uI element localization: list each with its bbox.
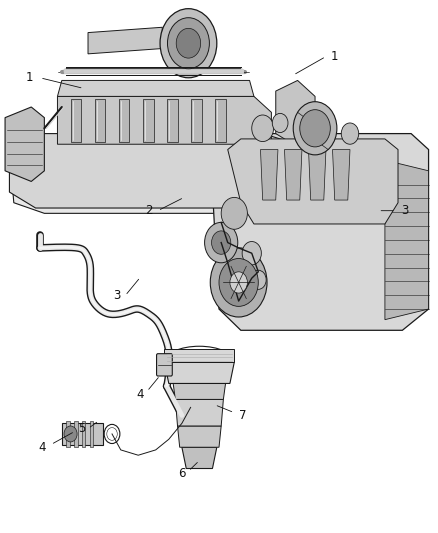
Text: 3: 3 xyxy=(113,289,120,302)
Polygon shape xyxy=(164,362,234,383)
Circle shape xyxy=(210,248,267,317)
Text: 1: 1 xyxy=(25,71,33,84)
Circle shape xyxy=(230,272,247,293)
Polygon shape xyxy=(261,150,278,200)
Polygon shape xyxy=(143,99,153,142)
Text: 4: 4 xyxy=(137,387,144,401)
Circle shape xyxy=(167,18,209,69)
Polygon shape xyxy=(285,150,302,200)
Polygon shape xyxy=(62,423,103,445)
Circle shape xyxy=(293,102,337,155)
Circle shape xyxy=(160,9,217,78)
Circle shape xyxy=(212,231,231,254)
Text: 5: 5 xyxy=(78,422,85,435)
Polygon shape xyxy=(164,349,234,362)
Polygon shape xyxy=(175,399,223,426)
Polygon shape xyxy=(82,421,85,447)
Polygon shape xyxy=(10,134,297,208)
Circle shape xyxy=(221,197,247,229)
Text: 3: 3 xyxy=(401,204,408,217)
Polygon shape xyxy=(191,99,201,142)
Polygon shape xyxy=(10,139,306,213)
Polygon shape xyxy=(166,99,177,142)
Polygon shape xyxy=(57,80,254,96)
Circle shape xyxy=(341,123,359,144)
Circle shape xyxy=(252,115,274,142)
Polygon shape xyxy=(215,99,226,142)
Polygon shape xyxy=(57,96,272,144)
Text: 6: 6 xyxy=(178,467,186,480)
Polygon shape xyxy=(228,139,398,224)
Polygon shape xyxy=(276,80,315,144)
Circle shape xyxy=(242,241,261,265)
Text: 4: 4 xyxy=(39,441,46,454)
Circle shape xyxy=(219,259,258,306)
FancyBboxPatch shape xyxy=(156,354,172,376)
Polygon shape xyxy=(5,107,44,181)
Text: 2: 2 xyxy=(145,204,153,217)
Polygon shape xyxy=(385,160,428,320)
Polygon shape xyxy=(308,150,326,200)
Circle shape xyxy=(272,114,288,133)
Polygon shape xyxy=(74,421,78,447)
Circle shape xyxy=(300,110,330,147)
Polygon shape xyxy=(173,383,226,399)
Polygon shape xyxy=(182,447,217,469)
Polygon shape xyxy=(66,421,70,447)
Polygon shape xyxy=(119,99,130,142)
Text: 7: 7 xyxy=(239,409,247,422)
Text: 1: 1 xyxy=(331,50,339,63)
Polygon shape xyxy=(71,99,81,142)
Polygon shape xyxy=(332,150,350,200)
Circle shape xyxy=(64,426,77,442)
Polygon shape xyxy=(95,99,106,142)
Circle shape xyxy=(176,28,201,58)
Circle shape xyxy=(251,270,266,289)
Circle shape xyxy=(205,222,238,263)
Polygon shape xyxy=(90,421,93,447)
Polygon shape xyxy=(210,134,428,330)
Polygon shape xyxy=(88,27,162,54)
Polygon shape xyxy=(177,426,221,447)
